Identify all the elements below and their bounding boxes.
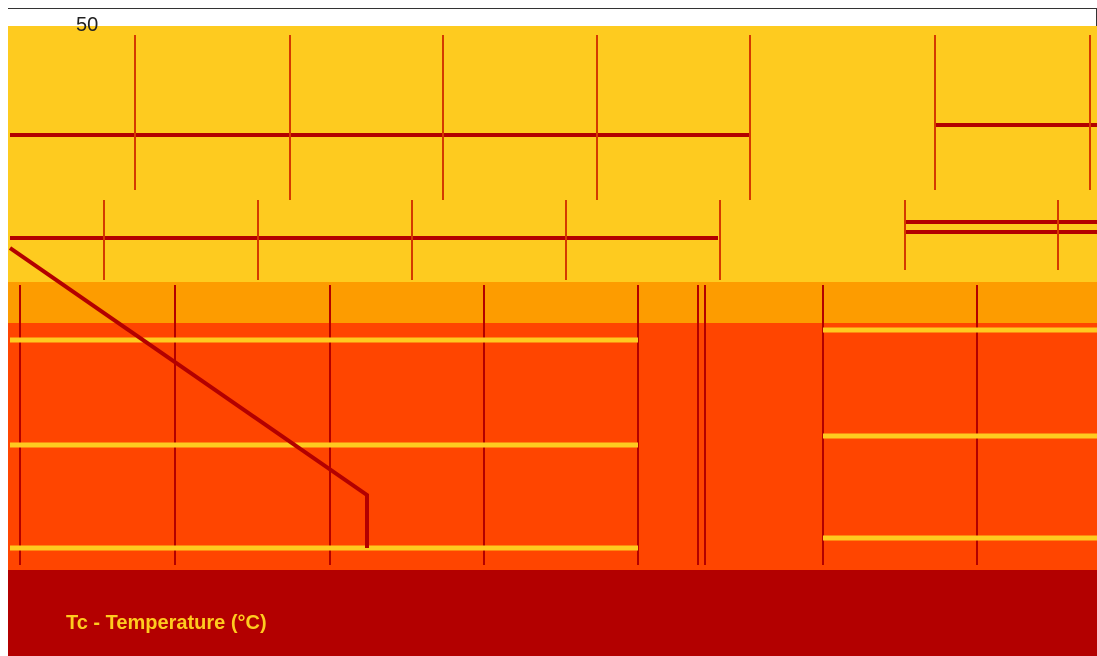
curve — [8, 246, 369, 548]
orange-region — [8, 282, 1097, 323]
dark-lines — [10, 123, 1097, 240]
yellow-lines — [10, 327, 1097, 551]
dark-region — [8, 570, 1097, 656]
axis-title: Tc - Temperature (°C) — [66, 612, 267, 634]
v-lines-lower — [19, 285, 978, 565]
value-label: 50 — [76, 14, 99, 36]
v-lines — [103, 35, 1091, 280]
